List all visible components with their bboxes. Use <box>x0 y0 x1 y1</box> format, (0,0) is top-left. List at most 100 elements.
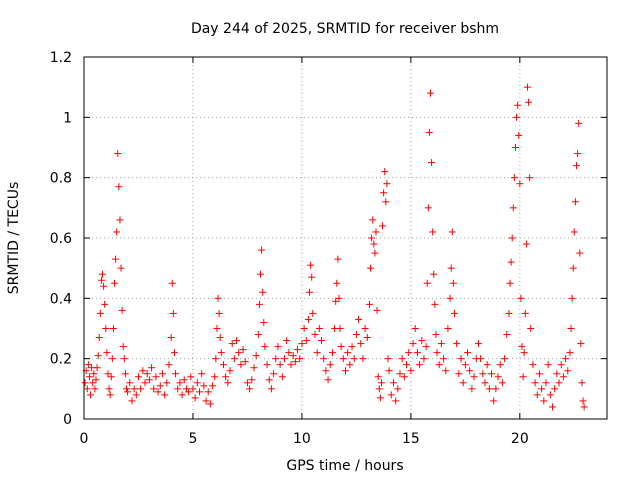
data-point <box>283 337 291 345</box>
data-point <box>352 331 360 339</box>
data-point <box>342 367 349 375</box>
data-point <box>416 361 424 369</box>
data-point <box>389 379 397 387</box>
data-point <box>96 309 104 317</box>
data-point <box>348 343 356 351</box>
data-point <box>257 270 265 278</box>
data-point <box>124 388 132 396</box>
data-point <box>170 349 178 357</box>
data-point <box>577 340 585 348</box>
data-point <box>248 376 256 384</box>
data-point <box>261 343 269 351</box>
data-point <box>572 162 580 170</box>
data-point <box>515 131 523 139</box>
data-point <box>481 379 489 387</box>
data-point <box>355 315 363 323</box>
data-point <box>570 228 578 236</box>
data-point <box>137 385 145 393</box>
data-point <box>87 391 95 399</box>
data-point <box>459 379 467 387</box>
data-point <box>567 325 575 332</box>
data-point <box>365 300 373 308</box>
data-point <box>322 367 330 375</box>
data-point <box>313 349 321 357</box>
data-point <box>578 379 586 387</box>
data-point <box>511 144 519 151</box>
data-point <box>379 222 387 230</box>
data-point <box>392 397 400 405</box>
y-tick-label: 1.2 <box>50 50 72 66</box>
data-point <box>542 379 550 387</box>
data-point <box>453 340 461 348</box>
data-point <box>99 270 107 278</box>
data-point <box>450 309 458 317</box>
data-point <box>396 370 404 378</box>
data-point <box>320 355 328 363</box>
x-tick-label: 20 <box>511 431 529 447</box>
data-point <box>531 379 539 387</box>
data-point <box>375 385 383 393</box>
data-point <box>168 279 176 287</box>
data-point <box>241 358 249 366</box>
data-point <box>83 385 91 393</box>
data-point <box>285 349 293 357</box>
data-point <box>252 352 260 360</box>
data-point <box>154 388 162 396</box>
data-point <box>426 89 434 97</box>
data-point <box>107 373 115 381</box>
data-point <box>302 337 310 345</box>
data-point <box>477 355 485 363</box>
data-point <box>576 249 584 257</box>
data-point <box>91 385 99 393</box>
data-point <box>255 300 263 308</box>
data-points <box>81 83 588 411</box>
data-point <box>121 370 129 378</box>
data-point <box>237 361 245 369</box>
y-tick-label: 0.6 <box>50 231 72 247</box>
data-point <box>367 264 375 272</box>
data-point <box>580 403 588 411</box>
data-point <box>483 361 491 369</box>
data-point <box>191 394 199 402</box>
data-point <box>510 174 518 182</box>
data-point <box>369 216 377 224</box>
data-point <box>464 349 472 357</box>
data-point <box>579 397 587 405</box>
data-point <box>533 391 541 399</box>
data-point <box>112 255 120 263</box>
data-point <box>400 373 408 381</box>
data-point <box>381 168 389 176</box>
data-point <box>309 309 317 317</box>
data-point <box>233 337 241 345</box>
data-point <box>540 397 548 405</box>
data-point <box>377 379 385 387</box>
data-point <box>376 394 384 402</box>
data-point <box>435 361 443 369</box>
data-point <box>270 370 278 378</box>
data-point <box>174 385 182 393</box>
data-point <box>216 334 224 342</box>
data-point <box>337 343 345 351</box>
data-point <box>485 385 493 393</box>
data-point <box>357 340 365 348</box>
data-point <box>158 370 166 378</box>
data-point <box>371 249 379 257</box>
data-point <box>195 388 203 396</box>
data-point <box>200 382 208 390</box>
data-point <box>447 264 455 272</box>
y-tick-label: 0.4 <box>50 291 72 307</box>
data-point <box>339 355 347 363</box>
data-point <box>300 325 308 332</box>
data-point <box>239 346 247 354</box>
data-point <box>211 373 219 381</box>
data-point <box>488 370 496 378</box>
data-point <box>513 113 521 121</box>
data-point <box>526 174 534 182</box>
data-point <box>119 343 127 351</box>
data-point <box>517 294 525 302</box>
data-point <box>409 340 417 348</box>
x-tick-label: 0 <box>80 431 89 447</box>
data-point <box>383 180 391 188</box>
x-tick-label: 5 <box>188 431 197 447</box>
data-point <box>546 391 554 399</box>
